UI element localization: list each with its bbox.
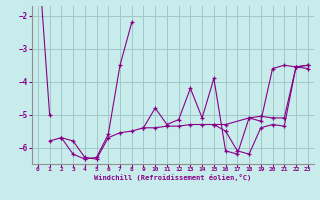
X-axis label: Windchill (Refroidissement éolien,°C): Windchill (Refroidissement éolien,°C) [94, 174, 252, 181]
